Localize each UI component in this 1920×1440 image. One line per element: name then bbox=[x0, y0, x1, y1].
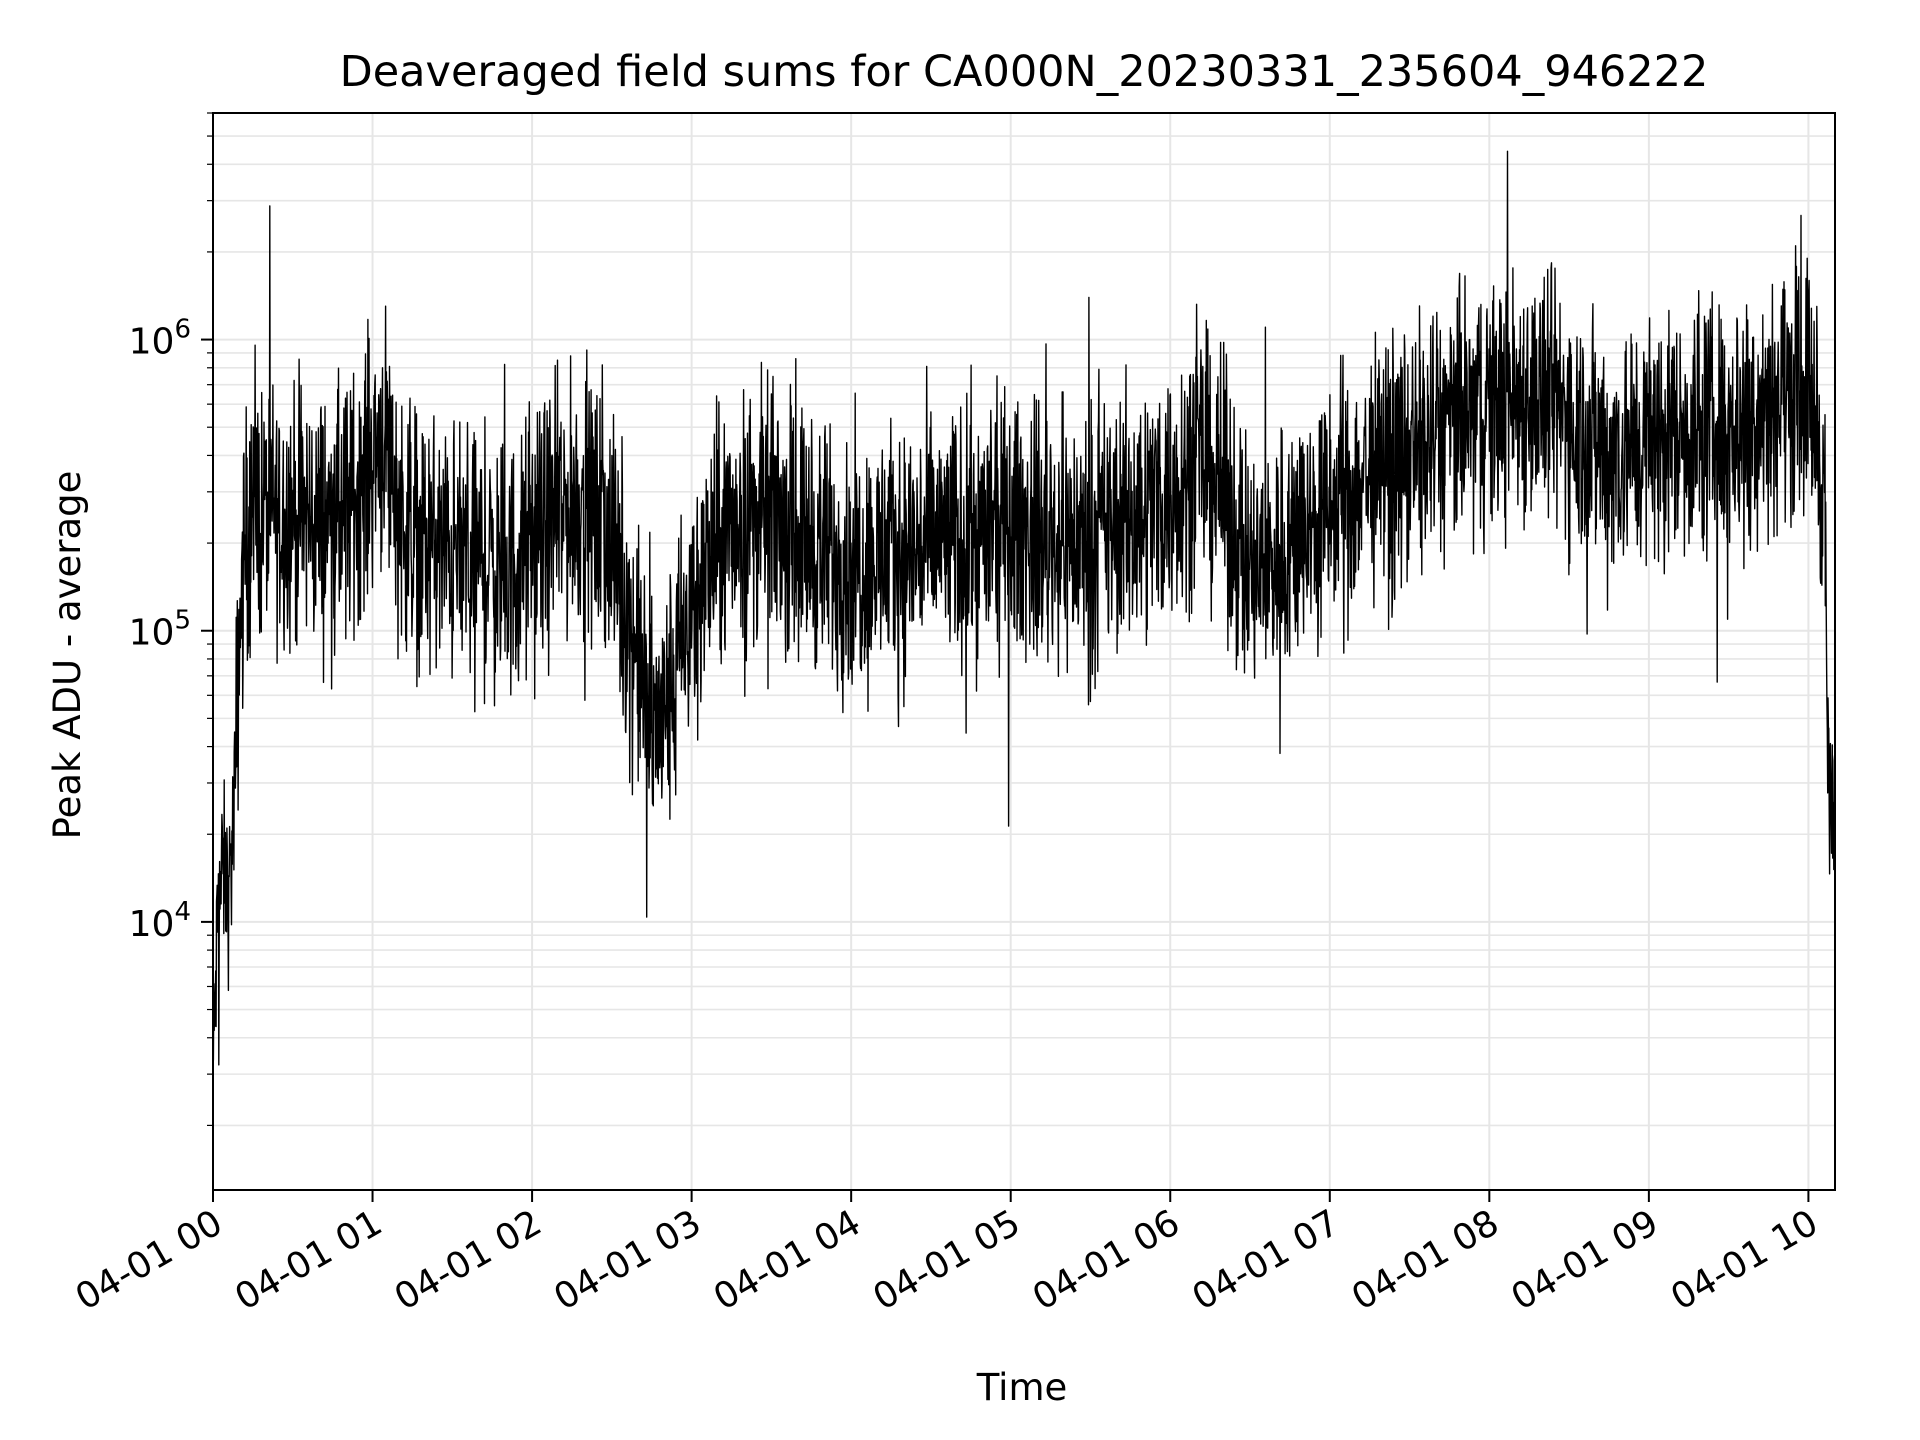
grid-lines bbox=[212, 112, 1835, 1190]
x-tick-label: 04-01 10 bbox=[1664, 1202, 1825, 1318]
x-tick-label: 04-01 00 bbox=[69, 1202, 230, 1318]
x-tick-label: 04-01 06 bbox=[1026, 1202, 1187, 1318]
x-tick-label: 04-01 01 bbox=[228, 1202, 389, 1318]
y-tick-label: 104 bbox=[129, 897, 191, 945]
x-tick-label: 04-01 04 bbox=[707, 1202, 868, 1318]
x-tick-label: 04-01 09 bbox=[1505, 1202, 1666, 1318]
x-tick-label: 04-01 03 bbox=[547, 1202, 708, 1318]
x-axis-label: Time bbox=[976, 1366, 1068, 1409]
x-tick-label: 04-01 05 bbox=[867, 1202, 1028, 1318]
x-tick-label: 04-01 02 bbox=[388, 1202, 549, 1318]
y-tick-label: 106 bbox=[129, 315, 191, 363]
plot-frame bbox=[212, 112, 1836, 1191]
x-tick-label: 04-01 08 bbox=[1345, 1202, 1506, 1318]
y-tick-label: 105 bbox=[129, 606, 191, 654]
chart-title: Deaveraged field sums for CA000N_2023033… bbox=[340, 47, 1709, 97]
series-line bbox=[212, 150, 1836, 1067]
y-axis: 104 105 106 bbox=[129, 112, 213, 1127]
x-tick-label: 04-01 07 bbox=[1186, 1202, 1347, 1318]
y-axis-label: Peak ADU - average bbox=[46, 471, 89, 840]
